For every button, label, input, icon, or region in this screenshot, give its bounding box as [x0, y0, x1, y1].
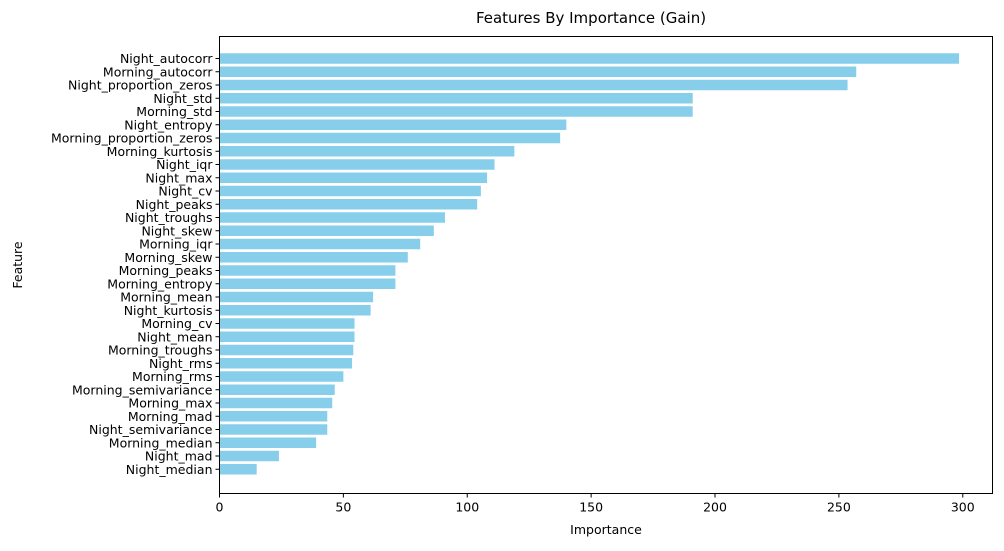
bar — [219, 53, 960, 64]
bar — [219, 384, 335, 395]
y-tick-label: Night_kurtosis — [124, 303, 213, 318]
bar — [219, 278, 396, 289]
y-tick-label: Morning_rms — [132, 369, 212, 384]
bar — [219, 159, 495, 170]
bar — [219, 344, 354, 356]
y-tick-label: Night_troughs — [125, 210, 213, 225]
bar — [219, 212, 445, 223]
y-tick-label: Morning_semivariance — [72, 382, 213, 397]
y-axis-ticks: Night_autocorrMorning_autocorrNight_prop… — [51, 51, 220, 477]
y-tick-label: Night_std — [153, 91, 212, 106]
bar — [219, 450, 279, 462]
x-tick-label: 150 — [579, 500, 603, 515]
bar — [219, 437, 317, 448]
bar — [219, 119, 567, 130]
y-tick-label: Night_proportion_zeros — [68, 78, 212, 93]
y-tick-label: Morning_mean — [120, 290, 212, 305]
bar — [219, 305, 371, 316]
y-tick-label: Night_cv — [158, 184, 213, 199]
bar — [219, 132, 561, 144]
bar — [219, 146, 515, 157]
y-tick-label: Morning_proportion_zeros — [51, 131, 213, 146]
bar — [219, 66, 857, 77]
bar — [219, 185, 481, 197]
y-tick-label: Morning_troughs — [108, 343, 213, 358]
x-tick-label: 250 — [827, 500, 851, 515]
y-tick-label: Night_mad — [145, 449, 213, 464]
y-tick-label: Night_entropy — [124, 117, 213, 132]
x-tick-label: 0 — [216, 500, 224, 515]
bar — [219, 252, 408, 263]
y-tick-label: Morning_entropy — [107, 276, 213, 291]
x-axis-ticks: 0 50 100 150 200 250 300 — [216, 493, 975, 515]
y-tick-label: Night_peaks — [136, 197, 213, 212]
bar — [219, 411, 328, 422]
y-tick-label: Morning_mad — [128, 409, 213, 424]
y-axis-label: Feature — [10, 241, 25, 289]
x-tick-label: 50 — [335, 500, 351, 515]
bar — [219, 199, 478, 210]
bar — [219, 93, 693, 104]
y-tick-label: Morning_std — [136, 104, 212, 119]
y-tick-label: Morning_skew — [124, 250, 212, 265]
chart-title: Features By Importance (Gain) — [476, 9, 706, 27]
y-tick-label: Morning_cv — [141, 316, 213, 331]
bar — [219, 371, 344, 382]
x-tick-label: 100 — [455, 500, 479, 515]
bar — [219, 464, 257, 475]
bar — [219, 106, 693, 117]
bar — [219, 331, 355, 342]
y-tick-label: Night_skew — [141, 223, 212, 238]
bar — [219, 318, 355, 329]
x-tick-label: 200 — [703, 500, 727, 515]
bars — [219, 53, 960, 475]
y-tick-label: Morning_iqr — [139, 237, 213, 252]
bar — [219, 172, 488, 183]
bar — [219, 238, 421, 250]
y-tick-label: Morning_autocorr — [103, 64, 213, 79]
y-tick-label: Night_autocorr — [120, 51, 213, 66]
plot-frame — [219, 36, 993, 494]
y-tick-label: Night_semivariance — [89, 422, 213, 437]
y-tick-label: Night_max — [145, 170, 212, 185]
y-tick-label: Morning_peaks — [119, 263, 213, 278]
y-tick-label: Night_median — [126, 462, 213, 477]
bar — [219, 225, 434, 236]
y-tick-label: Night_iqr — [156, 157, 213, 172]
y-tick-label: Night_mean — [137, 329, 212, 344]
bar — [219, 79, 848, 91]
bar — [219, 424, 328, 435]
x-axis-label: Importance — [570, 522, 642, 537]
bar — [219, 291, 374, 303]
bar — [219, 265, 396, 276]
y-tick-label: Night_rms — [149, 356, 212, 371]
bar — [219, 358, 353, 369]
y-tick-label: Morning_max — [128, 396, 212, 411]
x-tick-label: 300 — [951, 500, 975, 515]
bar — [219, 397, 333, 409]
y-tick-label: Morning_median — [109, 435, 213, 450]
y-tick-label: Morning_kurtosis — [107, 144, 213, 159]
